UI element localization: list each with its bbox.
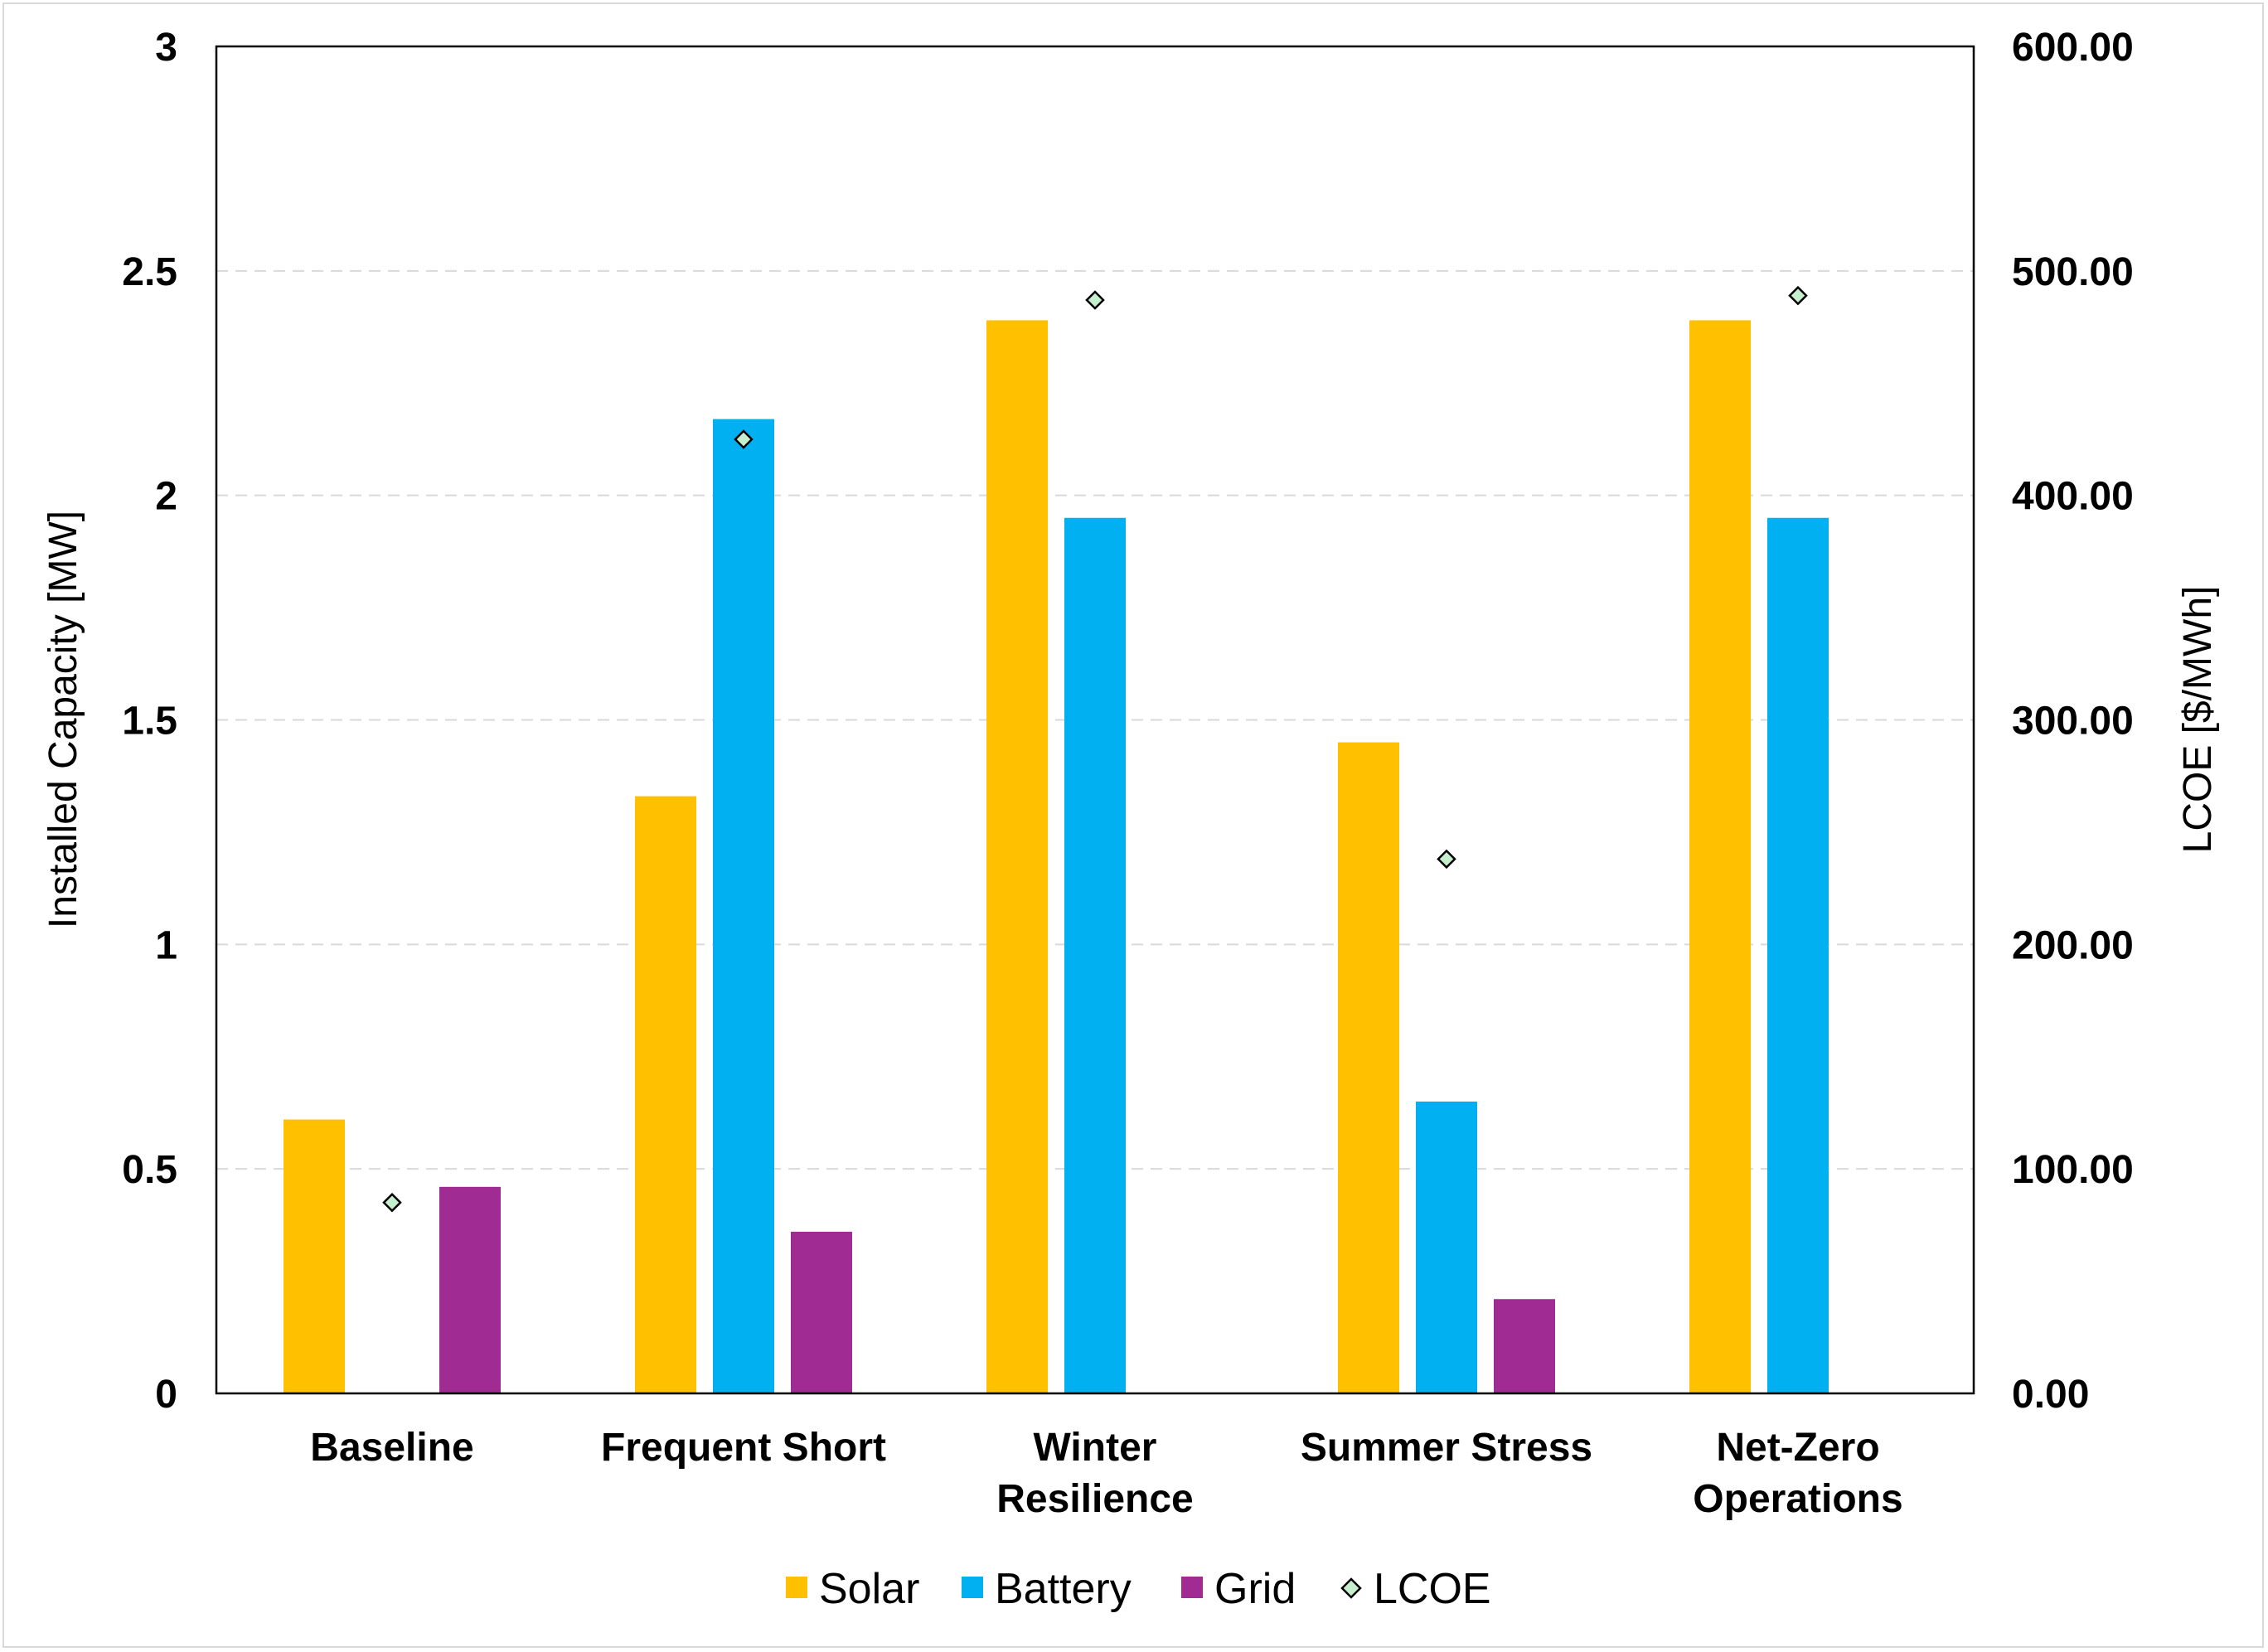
right-tick-label: 100.00 <box>2012 1148 2134 1192</box>
left-tick-label: 1.5 <box>122 700 177 744</box>
right-tick-label: 200.00 <box>2012 923 2134 967</box>
bar-grid <box>791 1232 852 1393</box>
right-tick-label: 400.00 <box>2012 475 2134 519</box>
lcoe-marker <box>1437 849 1456 870</box>
bar-solar <box>1338 742 1399 1393</box>
bar-solar <box>635 796 696 1393</box>
category-label: Baseline <box>310 1426 473 1470</box>
legend: Solar Battery Grid LCOE <box>786 1565 1491 1613</box>
category-label: Net-Zero <box>1716 1426 1879 1470</box>
bar-battery <box>713 419 774 1393</box>
lcoe-markers <box>382 285 1808 1213</box>
bar-solar <box>1689 320 1751 1394</box>
category-label: Frequent Short <box>601 1426 886 1470</box>
lcoe-marker <box>734 429 754 449</box>
bars <box>284 320 1829 1394</box>
lcoe-marker <box>382 1193 402 1213</box>
bar-battery <box>1064 517 1126 1393</box>
left-axis-ticks: 0 0.5 1 1.5 2 2.5 3 <box>122 26 177 1417</box>
left-axis-title: Installed Capacity [MW] <box>41 511 85 928</box>
lcoe-marker <box>1788 285 1808 306</box>
left-tick-label: 2 <box>155 475 177 519</box>
legend-swatch <box>786 1577 807 1598</box>
right-axis-ticks: 0.00 100.00 200.00 300.00 400.00 500.00 600.00 <box>2012 26 2134 1417</box>
legend-swatch <box>1181 1577 1203 1598</box>
category-labels: Baseline Frequent Short Winter Resilience Su… <box>310 1426 1902 1521</box>
bar-grid <box>1494 1299 1555 1393</box>
right-tick-label: 600.00 <box>2012 26 2134 70</box>
category-label: Summer Stress <box>1301 1426 1592 1470</box>
right-axis-title: LCOE [$/MWh] <box>2176 586 2220 854</box>
plot-area-border <box>215 45 1975 1395</box>
left-tick-label: 0 <box>155 1373 177 1417</box>
bar-solar <box>284 1119 345 1393</box>
bar-grid <box>439 1186 501 1393</box>
bar-solar <box>986 320 1048 1394</box>
left-tick-label: 1 <box>155 923 177 967</box>
category-label: Winter <box>1034 1426 1157 1470</box>
category-label: Operations <box>1693 1477 1902 1521</box>
legend-label: LCOE <box>1374 1565 1491 1613</box>
right-tick-label: 0.00 <box>2012 1373 2089 1417</box>
legend-label: Battery <box>995 1565 1132 1613</box>
right-tick-label: 500.00 <box>2012 250 2134 294</box>
legend-label: Grid <box>1214 1565 1296 1613</box>
left-tick-label: 2.5 <box>122 250 177 294</box>
lcoe-marker <box>1085 290 1105 310</box>
legend-swatch <box>962 1577 983 1598</box>
left-tick-label: 3 <box>155 26 177 70</box>
left-tick-label: 0.5 <box>122 1148 177 1192</box>
bar-battery <box>1416 1101 1477 1393</box>
category-label: Resilience <box>996 1477 1193 1521</box>
legend-swatch <box>1340 1577 1362 1599</box>
legend-label: Solar <box>819 1565 919 1613</box>
right-tick-label: 300.00 <box>2012 700 2134 744</box>
bar-battery <box>1767 517 1829 1393</box>
